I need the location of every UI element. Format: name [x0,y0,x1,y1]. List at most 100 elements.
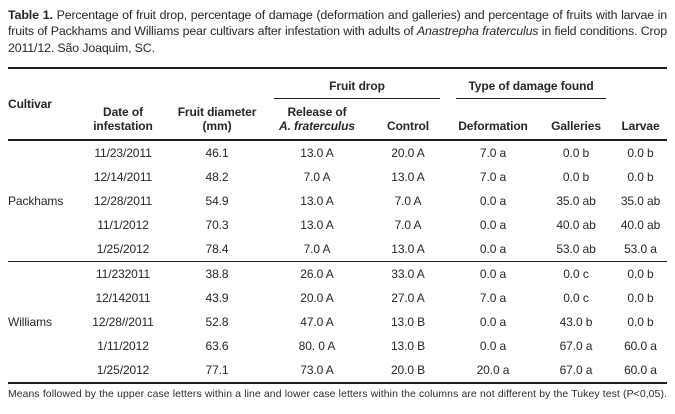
col-header-galleries: Galleries [551,119,601,134]
cell-date: 12/28//2011 [92,315,154,330]
col-header-cultivar: Cultivar [8,97,52,112]
cell-release: 13.0 A [266,139,368,166]
cell-galleries: 53.0 ab [556,242,596,257]
cell-diameter: 78.4 [205,242,229,257]
cell-control: 13.0 A [391,170,425,185]
cell-deformation: 7.0 a [479,291,507,306]
header-row-columns: Release of A. fraterculus Control Deforma… [8,99,667,140]
col-header-date: Date of infestation [78,68,168,140]
col-header-deformation: Deformation [458,119,528,134]
cell-control: 7.0 A [394,194,422,209]
col-header-release-line2: A. fraterculus [279,119,355,134]
col-header-diameter-line2: (mm) [202,119,232,134]
cell-diameter: 46.1 [168,139,266,166]
group-header-fruit-drop: Fruit drop [266,68,448,100]
cell-date: 1/25/2012 [96,363,150,378]
table-row: 1/11/2012 63.6 80. 0 A 13.0 B 0.0 a 67.0… [8,334,667,358]
cell-galleries: 67.0 a [559,363,593,378]
cell-diameter: 63.6 [205,339,229,354]
cell-larvae: 0.0 b [627,315,654,330]
cell-control: 13.0 B [390,315,426,330]
cell-release: 20.0 A [300,291,334,306]
table-row: 12/28//2011 52.8 47.0 A 13.0 B 0.0 a 43.… [8,310,667,334]
cell-larvae: 0.0 b [627,170,654,185]
table-row: Williams 11/232011 38.8 26.0 A 33.0 A 0.… [8,261,667,384]
cell-larvae: 40.0 ab [620,218,661,233]
cell-galleries: 0.0 c [538,261,614,287]
cell-date: 11/23/2011 [78,139,168,166]
cell-control: 13.0 A [391,242,425,257]
cell-release: 7.0 A [303,170,331,185]
cell-galleries: 43.0 b [559,315,593,330]
cell-control: 20.0 A [368,139,448,166]
cell-control: 33.0 A [368,261,448,287]
data-table: Cultivar Date of infestation Fruit diamet… [8,67,667,385]
table-row: 12/28/2011 54.9 13.0 A 7.0 A 0.0 a 35.0 … [8,189,667,213]
cell-deformation: 0.0 a [479,339,507,354]
cell-date: 12/28/2011 [93,194,153,209]
caption-text-2: in field conditions. Crop 2011/12. São J… [8,24,667,55]
cell-date: 11/232011 [78,261,168,287]
cell-deformation: 7.0 a [448,139,538,166]
table-row: 11/1/2012 70.3 13.0 A 7.0 A 0.0 a 40.0 a… [8,213,667,237]
header-row-groups: Cultivar Date of infestation Fruit diamet… [8,68,667,133]
cell-date: 12/14/2011 [93,170,153,185]
col-header-release: Release of A. fraterculus [266,99,368,140]
row-group-packhams: Packhams [8,139,78,262]
group-header-damage: Type of damage found [448,68,614,100]
table-row: 1/25/2012 78.4 7.0 A 13.0 A 0.0 a 53.0 a… [8,237,667,262]
cell-diameter: 70.3 [205,218,229,233]
caption-text-1: Percentage of fruit drop, percentage of … [8,8,668,39]
cell-diameter: 54.9 [205,194,229,209]
col-header-date-line1: Date of [103,105,143,120]
cell-larvae: 60.0 a [624,339,657,354]
cell-larvae: 53.0 a [624,242,657,257]
cell-deformation: 0.0 a [479,194,507,209]
cell-galleries: 67.0 a [559,339,593,354]
row-group-williams: Williams [8,261,78,384]
cell-diameter: 43.9 [205,291,229,306]
cell-date: 1/11/2012 [97,339,149,354]
cell-deformation: 7.0 a [479,170,507,185]
cell-control: 13.0 B [390,339,426,354]
caption-species-name: Anastrepha fraterculus [416,24,539,39]
cell-release: 13.0 A [300,218,334,233]
cell-release: 73.0 A [300,363,334,378]
cell-galleries: 0.0 c [563,291,589,306]
cell-date: 11/1/2012 [97,218,149,233]
cell-diameter: 38.8 [168,261,266,287]
col-header-diameter: Fruit diameter (mm) [168,68,266,140]
cell-larvae: 0.0 b [614,261,667,287]
footnote: Means followed by the upper case letters… [8,389,667,401]
cell-deformation: 0.0 a [448,261,538,287]
cell-control: 20.0 B [390,363,426,378]
cell-larvae: 0.0 b [614,139,667,166]
group-header-damage-label: Type of damage found [456,79,606,100]
cell-date: 1/25/2012 [96,242,150,257]
cell-galleries: 0.0 b [562,170,590,185]
col-header-date-line2: infestation [93,119,153,134]
cell-release: 13.0 A [300,194,334,209]
page: Table 1. Percentage of fruit drop, perce… [8,8,668,401]
cell-release: 26.0 A [266,261,368,287]
cell-release: 47.0 A [300,315,334,330]
cell-diameter: 48.2 [205,170,229,185]
cell-galleries: 0.0 b [538,139,614,166]
group-header-fruit-drop-label: Fruit drop [274,79,440,100]
col-header-larvae: Larvae [621,119,660,134]
cell-galleries: 40.0 ab [556,218,596,233]
cell-control: 7.0 A [394,218,422,233]
cell-larvae: 60.0 a [624,363,657,378]
col-header-diameter-line1: Fruit diameter [177,105,257,120]
cell-deformation: 0.0 a [479,242,507,257]
cell-date: 12/142011 [95,291,151,306]
table-row: 1/25/2012 77.1 73.0 A 20.0 B 20.0 a 67.0… [8,358,667,383]
table-number: Table 1. [8,8,53,22]
cell-diameter: 52.8 [205,315,229,330]
cell-control: 27.0 A [391,291,425,306]
table-row: 12/142011 43.9 20.0 A 27.0 A 7.0 a 0.0 c… [8,286,667,310]
cell-release: 80. 0 A [298,339,336,354]
cell-release: 7.0 A [303,242,331,257]
cell-larvae: 35.0 ab [620,194,661,209]
cell-galleries: 35.0 ab [556,194,596,209]
